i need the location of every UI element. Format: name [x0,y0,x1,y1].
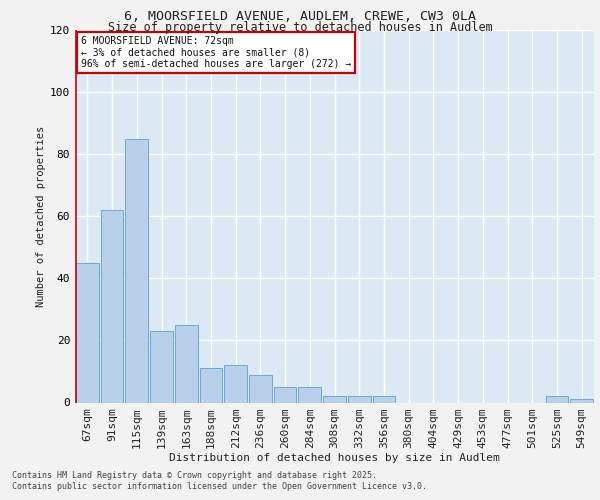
Y-axis label: Number of detached properties: Number of detached properties [36,126,46,307]
Bar [76,263,99,402]
Bar [150,331,173,402]
X-axis label: Distribution of detached houses by size in Audlem: Distribution of detached houses by size … [169,454,500,464]
Bar [200,368,222,402]
Text: Contains public sector information licensed under the Open Government Licence v3: Contains public sector information licen… [12,482,427,491]
Bar [175,325,197,402]
Bar [224,365,247,403]
Bar [373,396,395,402]
Bar [101,210,124,402]
Bar [323,396,346,402]
Bar [545,396,568,402]
Bar [570,400,593,402]
Bar [298,387,321,402]
Bar [348,396,371,402]
Text: Size of property relative to detached houses in Audlem: Size of property relative to detached ho… [107,21,493,34]
Text: 6 MOORSFIELD AVENUE: 72sqm
← 3% of detached houses are smaller (8)
96% of semi-d: 6 MOORSFIELD AVENUE: 72sqm ← 3% of detac… [81,36,352,69]
Bar [249,374,272,402]
Bar [125,138,148,402]
Bar [274,387,296,402]
Text: 6, MOORSFIELD AVENUE, AUDLEM, CREWE, CW3 0LA: 6, MOORSFIELD AVENUE, AUDLEM, CREWE, CW3… [124,10,476,23]
Text: Contains HM Land Registry data © Crown copyright and database right 2025.: Contains HM Land Registry data © Crown c… [12,471,377,480]
